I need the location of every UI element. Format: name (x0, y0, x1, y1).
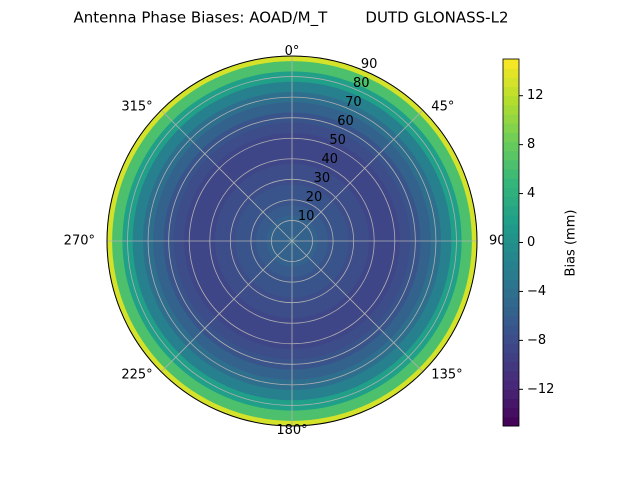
colorbar-band (503, 123, 519, 133)
colorbar-band (503, 315, 519, 326)
r-tick-label: 80 (353, 76, 370, 91)
colorbar-tick-label: −4 (527, 284, 546, 299)
colorbar-band (503, 251, 519, 262)
colorbar-band (503, 288, 519, 299)
colorbar-tick-label: 12 (527, 88, 544, 103)
colorbar-band (503, 205, 519, 216)
r-tick-label: 50 (329, 133, 346, 148)
colorbar-band (503, 178, 519, 188)
colorbar-band (503, 306, 519, 317)
colorbar-label: Bias (mm) (564, 210, 579, 277)
polar-plot: 1020304050607080900°45°90°135°180°225°27… (64, 44, 512, 438)
theta-grid-line (160, 109, 293, 242)
colorbar-band (503, 169, 519, 179)
colorbar-band (503, 104, 519, 115)
colorbar-band (503, 389, 519, 399)
colorbar-band (503, 224, 519, 234)
theta-tick-label: 225° (121, 368, 152, 383)
colorbar-band (503, 370, 519, 381)
r-tick-label: 40 (321, 152, 338, 167)
colorbar-tick-label: 0 (527, 235, 535, 250)
colorbar-band (503, 150, 519, 161)
colorbar-band (503, 77, 519, 88)
colorbar-band (503, 159, 519, 170)
colorbar-band (503, 279, 519, 289)
colorbar-band (503, 187, 519, 198)
r-tick-label: 60 (337, 114, 354, 129)
colorbar-band (503, 343, 519, 354)
colorbar-band (503, 361, 519, 372)
colorbar: −12 −8 −4 0 4 8 12 (502, 58, 554, 427)
colorbar-band (503, 325, 519, 335)
colorbar-band (503, 68, 519, 78)
theta-tick-label: 0° (285, 44, 300, 59)
colorbar-band (503, 416, 519, 427)
theta-tick-label: 45° (431, 99, 454, 114)
r-tick-label: 70 (345, 95, 362, 110)
theta-tick-label: 135° (431, 368, 462, 383)
colorbar-band (503, 407, 519, 418)
r-tick-label: 10 (298, 209, 315, 224)
colorbar-tick-label: −12 (527, 382, 554, 397)
colorbar-band (503, 233, 519, 243)
colorbar-band (503, 352, 519, 363)
r-tick-label: 90 (361, 57, 378, 72)
colorbar-band (503, 242, 519, 253)
theta-grid-line (291, 240, 424, 373)
theta-grid-line (291, 109, 424, 242)
colorbar-band (503, 132, 519, 143)
r-tick-label: 20 (306, 190, 323, 205)
colorbar-band (503, 114, 519, 124)
theta-tick-label: 270° (64, 234, 95, 249)
colorbar-tick-label: 4 (527, 186, 535, 201)
colorbar-tick-label: 8 (527, 137, 535, 152)
colorbar-band (503, 214, 519, 225)
theta-tick-label: 315° (121, 99, 152, 114)
colorbar-band (503, 270, 519, 280)
colorbar-band (503, 196, 519, 207)
colorbar-band (503, 141, 519, 152)
colorbar-tick-label: −8 (527, 333, 546, 348)
colorbar-band (503, 95, 519, 106)
chart-title: Antenna Phase Biases: AOAD/M_T DUTD GLON… (74, 9, 509, 28)
colorbar-band (503, 334, 519, 344)
r-tick-label: 30 (314, 171, 331, 186)
colorbar-band (503, 398, 519, 409)
colorbar-band (503, 297, 519, 308)
theta-tick-label: 180° (276, 423, 307, 438)
colorbar-band (503, 260, 519, 271)
colorbar-band (503, 59, 519, 69)
theta-grid-line (160, 240, 293, 373)
polar-frame (106, 55, 478, 427)
colorbar-band (503, 86, 519, 97)
colorbar-band (503, 380, 519, 390)
